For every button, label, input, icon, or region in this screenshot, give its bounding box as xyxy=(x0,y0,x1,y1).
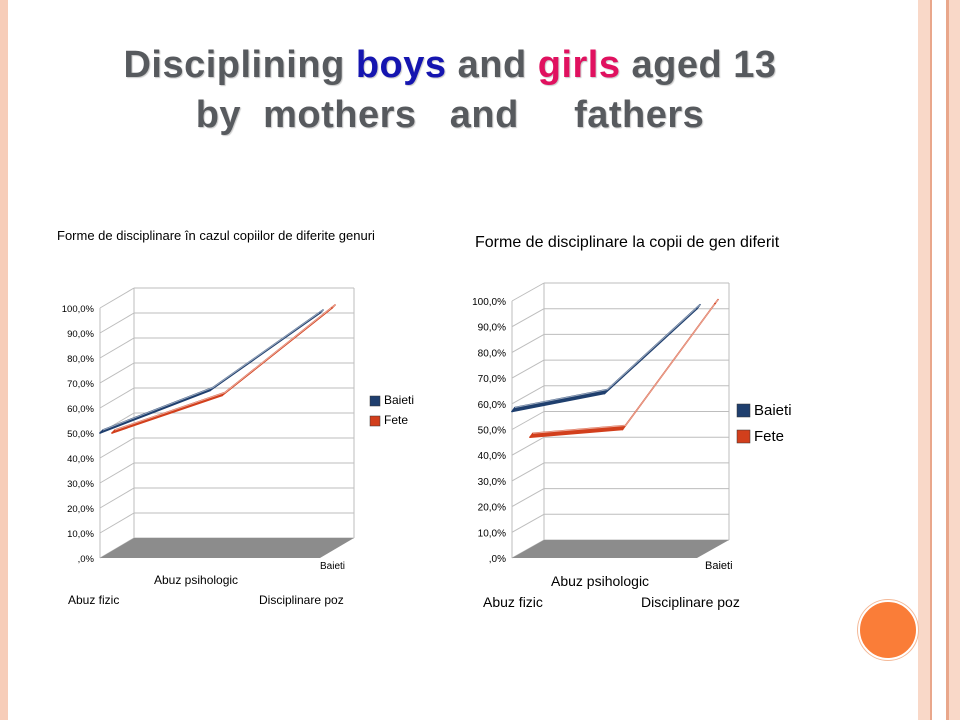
y-tick-label: 10,0% xyxy=(67,529,94,540)
data-point-fete xyxy=(331,307,333,309)
series-edge xyxy=(102,309,324,431)
title-segment: Disciplining xyxy=(123,44,356,86)
x-category-label: Disciplinare poz xyxy=(641,594,740,610)
x-category-label: Abuz psihologic xyxy=(551,573,649,589)
gridline-side xyxy=(511,385,545,405)
chart-floor xyxy=(100,538,354,558)
gridlines xyxy=(99,287,355,559)
depth-axis-label: Baieti xyxy=(320,561,345,572)
gridline-side xyxy=(511,333,545,353)
depth-axis-label: Baieti xyxy=(705,560,733,572)
data-point-baieti xyxy=(603,392,606,395)
title-segment: aged 13 xyxy=(620,44,777,86)
data-point-baieti xyxy=(511,410,513,413)
gridline-side xyxy=(511,436,545,456)
gridline-side xyxy=(511,513,545,533)
data-point-fete xyxy=(111,432,113,434)
chart-left: Forme de disciplinare în cazul copiilor … xyxy=(57,228,414,607)
y-tick-label: 40,0% xyxy=(67,454,94,465)
y-tick-label: 60,0% xyxy=(67,404,94,415)
gridline-side xyxy=(99,362,135,384)
slide-border-right-inner xyxy=(932,0,946,720)
gridline-side xyxy=(99,487,135,509)
y-tick-label: 30,0% xyxy=(478,477,506,488)
legend-swatch-baieti xyxy=(736,403,751,418)
series-line-baieti xyxy=(99,309,324,434)
gridline-side xyxy=(99,312,135,334)
data-point-baieti xyxy=(696,307,698,310)
gridline-side xyxy=(511,462,545,482)
chart-title: Forme de disciplinare la copii de gen di… xyxy=(475,234,780,251)
y-tick-label: 10,0% xyxy=(478,528,506,539)
chart-title: Forme de disciplinare în cazul copiilor … xyxy=(57,228,375,243)
gridline-side xyxy=(511,308,545,328)
series-edge xyxy=(532,299,719,434)
gridlines xyxy=(511,282,730,559)
gridline-side xyxy=(99,387,135,409)
gridline-side xyxy=(99,337,135,359)
legend-label-fete: Fete xyxy=(384,413,408,427)
series-edge xyxy=(514,304,701,409)
y-tick-label: 80,0% xyxy=(478,348,506,359)
legend-label-baieti: Baieti xyxy=(754,402,792,419)
slide-title-line-1: Disciplining boys and girls aged 13 xyxy=(40,40,860,90)
y-tick-label: 50,0% xyxy=(478,426,506,437)
gridline-side xyxy=(99,462,135,484)
gridline-side xyxy=(99,287,135,309)
x-category-label: Abuz fizic xyxy=(483,594,543,610)
series-line-fete xyxy=(529,298,719,438)
x-category-label: Abuz psihologic xyxy=(154,573,238,587)
gridline-side xyxy=(511,411,545,430)
slide-title-line-2: by mothers and fathers xyxy=(195,94,705,136)
data-point-baieti xyxy=(209,389,211,392)
series-line-baieti xyxy=(511,303,701,413)
gridline-side xyxy=(511,488,545,508)
slide-title: Disciplining boys and girls aged 13 by m… xyxy=(40,40,860,140)
y-tick-label: 90,0% xyxy=(478,323,506,334)
y-tick-label: ,0% xyxy=(78,554,95,565)
legend-label-fete: Fete xyxy=(754,428,784,445)
gridline-side xyxy=(511,282,545,302)
accent-circle xyxy=(858,600,918,660)
y-tick-label: 40,0% xyxy=(478,451,506,462)
chart-floor xyxy=(512,540,729,558)
y-tick-label: 20,0% xyxy=(67,504,94,515)
y-tick-label: 80,0% xyxy=(67,354,94,365)
data-point-baieti xyxy=(319,312,321,314)
y-tick-label: 100,0% xyxy=(62,304,95,315)
gridline-side xyxy=(99,437,135,459)
gridline-side xyxy=(99,512,135,534)
y-tick-label: 90,0% xyxy=(67,329,94,340)
x-category-label: Disciplinare poz xyxy=(259,593,344,607)
y-tick-label: ,0% xyxy=(489,554,506,565)
slide-border-right-line xyxy=(930,0,932,720)
data-point-fete xyxy=(714,302,716,305)
series-edge xyxy=(114,304,336,431)
y-tick-label: 70,0% xyxy=(67,379,94,390)
data-point-fete xyxy=(621,428,624,431)
legend-swatch-baieti xyxy=(369,395,381,407)
y-tick-label: 20,0% xyxy=(478,503,506,514)
data-point-baieti xyxy=(99,432,101,434)
y-tick-label: 100,0% xyxy=(472,297,506,308)
title-segment: and xyxy=(446,44,538,86)
chart-right: Forme de disciplinare la copii de gen di… xyxy=(472,234,792,610)
legend-swatch-fete xyxy=(369,415,381,427)
y-tick-label: 60,0% xyxy=(478,400,506,411)
y-tick-label: 30,0% xyxy=(67,479,94,490)
title-girls-word: girls xyxy=(537,44,621,86)
y-tick-label: 70,0% xyxy=(478,374,506,385)
legend-swatch-fete xyxy=(736,429,751,444)
legend-label-baieti: Baieti xyxy=(384,393,414,407)
gridline-side xyxy=(511,359,545,379)
slide-border-left xyxy=(0,0,8,720)
y-tick-label: 50,0% xyxy=(67,429,94,440)
x-category-label: Abuz fizic xyxy=(68,593,119,607)
slide-border-right-line xyxy=(946,0,949,720)
title-boys-word: boys xyxy=(355,44,447,86)
data-point-fete xyxy=(221,394,223,397)
data-point-fete xyxy=(529,436,531,439)
